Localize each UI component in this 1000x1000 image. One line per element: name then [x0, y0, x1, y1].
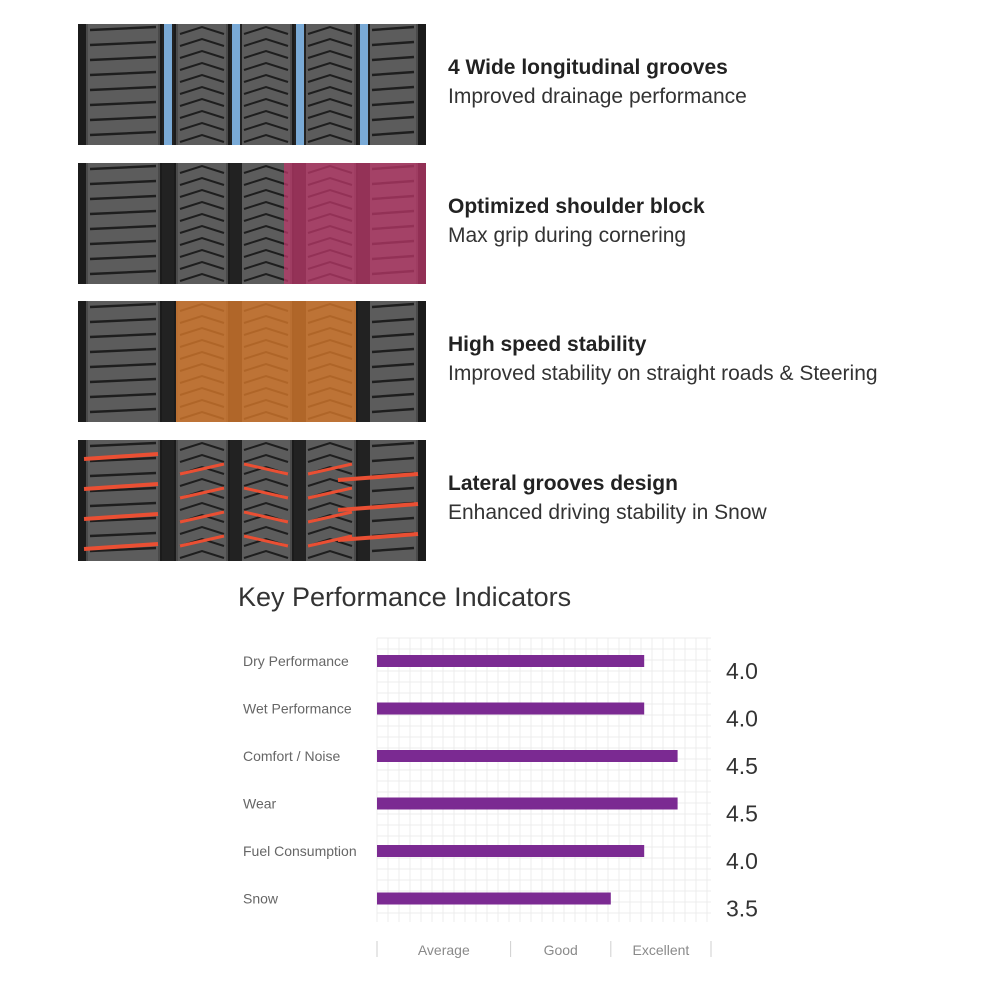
feature-description: Improved drainage performance	[448, 85, 747, 108]
feature-title: High speed stability	[448, 333, 647, 356]
feature-title: Optimized shoulder block	[448, 195, 705, 218]
bar	[377, 750, 678, 762]
value-label: 4.0	[726, 658, 758, 684]
bar	[377, 702, 645, 715]
bar	[377, 892, 611, 905]
value-label: 4.5	[726, 753, 758, 779]
value-label: 4.5	[726, 801, 758, 827]
feature-title: Lateral grooves design	[448, 472, 678, 495]
tire-tread-icon	[78, 24, 426, 145]
category-label: Fuel Consumption	[243, 843, 357, 859]
chart-title: Key Performance Indicators	[238, 582, 572, 612]
tire-tread-icon	[78, 440, 426, 561]
bar	[377, 655, 645, 667]
value-label: 3.5	[726, 896, 758, 922]
feature-description: Enhanced driving stability in Snow	[448, 501, 767, 524]
tread-image-lateral	[78, 440, 426, 561]
feature-description: Max grip during cornering	[448, 224, 687, 247]
category-label: Dry Performance	[243, 653, 349, 669]
feature-lateral: Lateral grooves design Enhanced driving …	[448, 470, 988, 528]
tread-image-shoulder	[78, 163, 426, 284]
x-axis-label: Average	[418, 942, 470, 958]
x-axis-label: Excellent	[632, 942, 689, 958]
feature-shoulder: Optimized shoulder block Max grip during…	[448, 193, 988, 251]
tread-image-stability	[78, 301, 426, 422]
x-axis-label: Good	[544, 942, 578, 958]
feature-title: 4 Wide longitudinal grooves	[448, 56, 728, 79]
feature-grooves: 4 Wide longitudinal grooves Improved dra…	[448, 54, 988, 112]
value-label: 4.0	[726, 848, 758, 874]
value-label: 4.0	[726, 706, 758, 732]
feature-description: Improved stability on straight roads & S…	[448, 362, 878, 385]
bar	[377, 845, 645, 857]
tire-tread-icon	[78, 301, 426, 422]
category-label: Snow	[243, 891, 279, 907]
chart-grid	[376, 637, 711, 922]
feature-stability: High speed stability Improved stability …	[448, 331, 988, 389]
category-label: Comfort / Noise	[243, 748, 340, 764]
bar	[377, 797, 678, 810]
tread-image-grooves	[78, 24, 426, 145]
category-label: Wet Performance	[243, 701, 352, 717]
category-label: Wear	[243, 796, 277, 812]
tire-tread-icon	[78, 163, 426, 284]
